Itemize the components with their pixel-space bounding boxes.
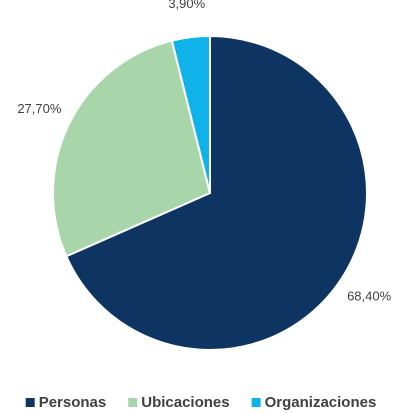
- legend-text: Organizaciones: [265, 394, 377, 411]
- legend-swatch: [251, 398, 261, 407]
- pie-slice: [170, 34, 211, 194]
- pie-slice: [52, 39, 212, 258]
- legend-text: Personas: [39, 394, 107, 411]
- legend-swatch: [25, 398, 35, 407]
- data-label: 27,70%: [17, 101, 62, 116]
- data-label: 3,90%: [168, 0, 205, 11]
- data-label: 68,40%: [347, 288, 392, 303]
- legend-text: Ubicaciones: [141, 394, 229, 411]
- legend-swatch: [128, 398, 138, 407]
- pie-slice: [64, 34, 368, 351]
